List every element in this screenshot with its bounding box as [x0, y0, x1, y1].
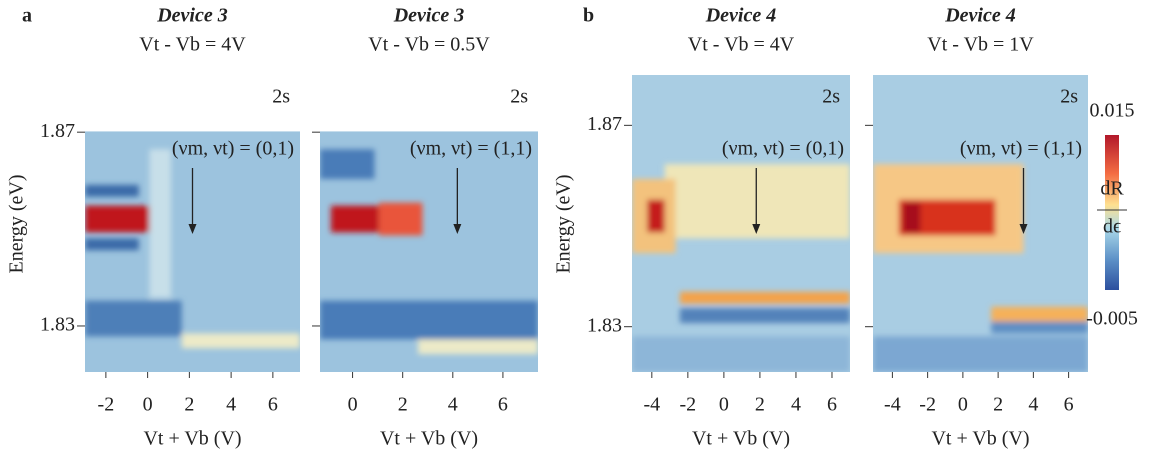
heatmap: [320, 75, 538, 372]
arrow-head: [752, 224, 761, 234]
arrow-head: [188, 224, 197, 234]
heatmap: [873, 75, 1088, 372]
no-data: [85, 75, 300, 132]
x-tick-label: 6: [827, 394, 837, 416]
heatmap-feature: [85, 238, 139, 251]
y-tick-label: 1.83: [40, 314, 75, 336]
heatmap-feature: [418, 339, 538, 355]
no-data: [320, 75, 538, 132]
annotation: (νm, νt) = (0,1): [722, 138, 844, 160]
x-tick-label: 6: [1064, 394, 1074, 416]
y-tick-label: 1.83: [587, 314, 622, 336]
y-tick-label: 1.87: [587, 113, 622, 135]
x-axis-label: Vt + Vb (V): [931, 428, 1029, 450]
x-axis-label: Vt + Vb (V): [692, 428, 790, 450]
annotation: (νm, νt) = (1,1): [960, 138, 1082, 160]
x-tick-label: 0: [348, 394, 358, 416]
heatmap-feature: [320, 149, 375, 179]
heatmap-feature: [378, 202, 423, 236]
heatmap-features: [632, 164, 850, 372]
heatmap-features: [320, 149, 538, 355]
heatmap-feature: [149, 149, 171, 298]
x-tick-label: 6: [498, 394, 508, 416]
x-tick-label: 2: [755, 394, 765, 416]
x-tick-label: 2: [398, 394, 408, 416]
x-tick-label: -4: [884, 394, 901, 416]
panel: Device 3 Vt - Vb = 4V 2s (νm, νt) = (0,1) -2…: [6, 5, 300, 450]
panel: Device 4 Vt - Vb = 1V 2s (νm, νt) = (1,1) -4…: [865, 5, 1088, 450]
arrow-head: [1019, 224, 1028, 234]
heatmap: [85, 75, 300, 372]
x-tick-label: -2: [919, 394, 936, 416]
tag: 2s: [1060, 86, 1078, 108]
panel-label: a: [22, 5, 32, 27]
annotation: (νm, νt) = (1,1): [410, 138, 532, 160]
heatmap-feature: [991, 321, 1088, 334]
heatmap-feature: [632, 336, 850, 372]
heatmap: [632, 75, 850, 372]
x-tick-label: 2: [993, 394, 1003, 416]
heatmap-feature: [181, 333, 300, 349]
y-tick-label: 1.87: [40, 120, 75, 142]
y-axis-label: Energy (eV): [553, 174, 575, 273]
x-axis-label: Vt + Vb (V): [380, 428, 478, 450]
tag: 2s: [822, 86, 840, 108]
colorbar-label: dR: [1100, 178, 1124, 200]
x-tick-label: -2: [680, 394, 697, 416]
panel: Device 4 Vt - Vb = 4V 2s (νm, νt) = (0,1) -4…: [553, 5, 850, 450]
heatmap-feature: [679, 291, 850, 304]
tag: 2s: [510, 86, 528, 108]
annotation: (νm, νt) = (0,1): [172, 138, 294, 160]
heatmap-feature: [647, 199, 665, 233]
colorbar-tick-label: 0.015: [1090, 100, 1135, 122]
x-tick-label: -4: [643, 394, 660, 416]
colorbar-tick-label: -0.005: [1086, 308, 1138, 330]
subtitle: Vt - Vb = 0.5V: [368, 34, 490, 56]
heatmap-feature: [85, 300, 182, 337]
x-tick-label: 4: [1028, 394, 1038, 416]
x-tick-label: -2: [98, 394, 115, 416]
panel: Device 3 Vt - Vb = 0.5V 2s (νm, νt) = (1,1)…: [312, 5, 538, 450]
x-tick-label: 2: [184, 394, 194, 416]
subtitle: Vt - Vb = 4V: [139, 34, 246, 56]
subtitle: Vt - Vb = 1V: [927, 34, 1034, 56]
heatmap-features: [85, 149, 300, 349]
x-tick-label: 6: [268, 394, 278, 416]
heatmap-feature: [330, 205, 379, 233]
y-axis-label: Energy (eV): [6, 174, 28, 273]
panel-label: b: [583, 5, 594, 27]
heatmap-feature: [320, 300, 538, 340]
heatmap-feature: [903, 202, 921, 233]
x-tick-label: 4: [448, 394, 458, 416]
x-tick-label: 0: [958, 394, 968, 416]
title: Device 3: [393, 5, 465, 27]
arrow-head: [453, 224, 462, 234]
subtitle: Vt - Vb = 4V: [688, 34, 795, 56]
x-tick-label: 4: [791, 394, 801, 416]
colorbar: [1105, 135, 1119, 290]
colorbar-label: dϵ: [1103, 216, 1121, 238]
heatmap-feature: [679, 308, 850, 323]
panels: Device 3 Vt - Vb = 4V 2s (νm, νt) = (0,1) -2…: [6, 5, 1088, 450]
x-tick-label: 4: [226, 394, 236, 416]
heatmap-features: [873, 164, 1088, 372]
heatmap-feature: [85, 184, 139, 197]
heatmap-feature: [85, 205, 156, 233]
heatmap-feature: [873, 336, 1088, 372]
tag: 2s: [272, 86, 290, 108]
title: Device 3: [156, 5, 228, 27]
x-tick-label: 0: [719, 394, 729, 416]
heatmap-feature: [991, 306, 1088, 322]
title: Device 4: [705, 5, 777, 27]
title: Device 4: [944, 5, 1016, 27]
x-axis-label: Vt + Vb (V): [143, 428, 241, 450]
x-tick-label: 0: [143, 394, 153, 416]
